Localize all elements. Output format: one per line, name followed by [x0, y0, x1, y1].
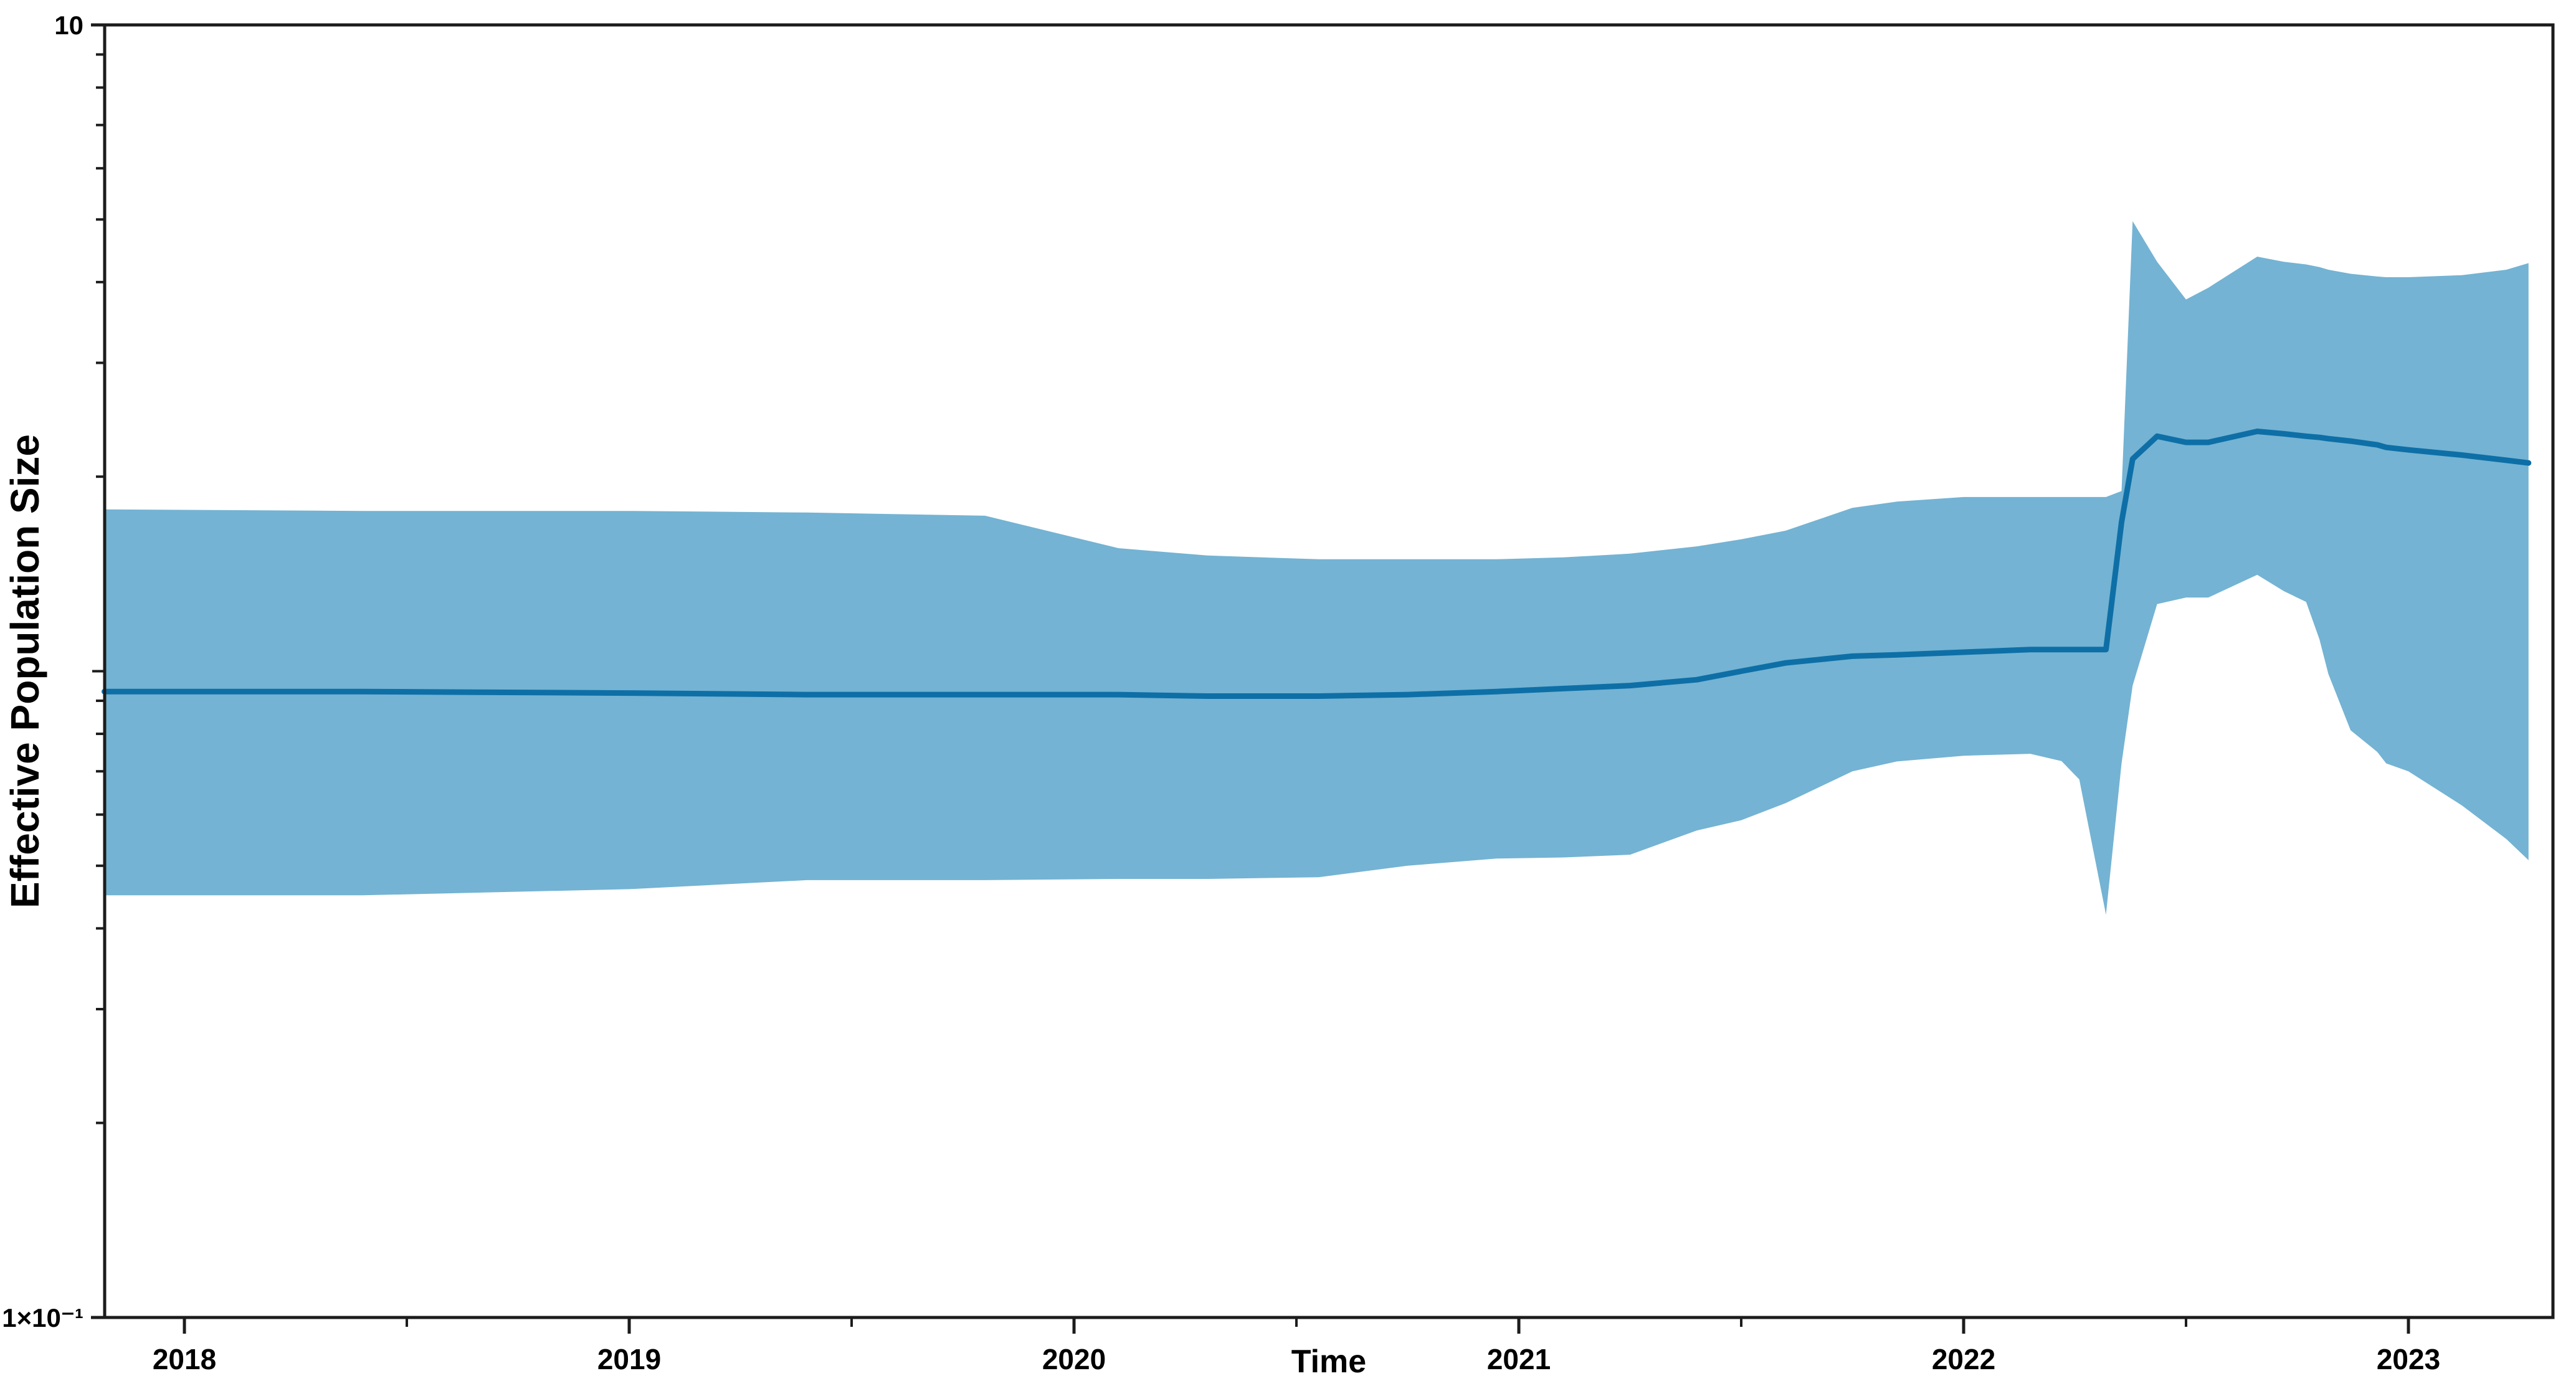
x-tick-label: 2019 [597, 1343, 661, 1375]
x-tick-label: 2020 [1042, 1343, 1106, 1375]
axis-ticks [91, 23, 2410, 1334]
x-tick-label: 2018 [153, 1343, 216, 1375]
x-tick-label: 2023 [2377, 1343, 2440, 1375]
y-axis-label: Effective Population Size [2, 434, 47, 908]
y-tick-label-bottom: 1×10⁻¹ [2, 1303, 83, 1332]
y-tick-label-top: 10 [54, 11, 83, 40]
x-tick-labels: 2018 2019 2020 2021 2022 2023 [153, 1343, 2440, 1375]
hpd-band-area [104, 221, 2529, 915]
x-tick-label: 2021 [1487, 1343, 1551, 1375]
x-tick-label: 2022 [1932, 1343, 1995, 1375]
x-axis-label: Time [1291, 1344, 1366, 1380]
median-line [102, 429, 2532, 699]
